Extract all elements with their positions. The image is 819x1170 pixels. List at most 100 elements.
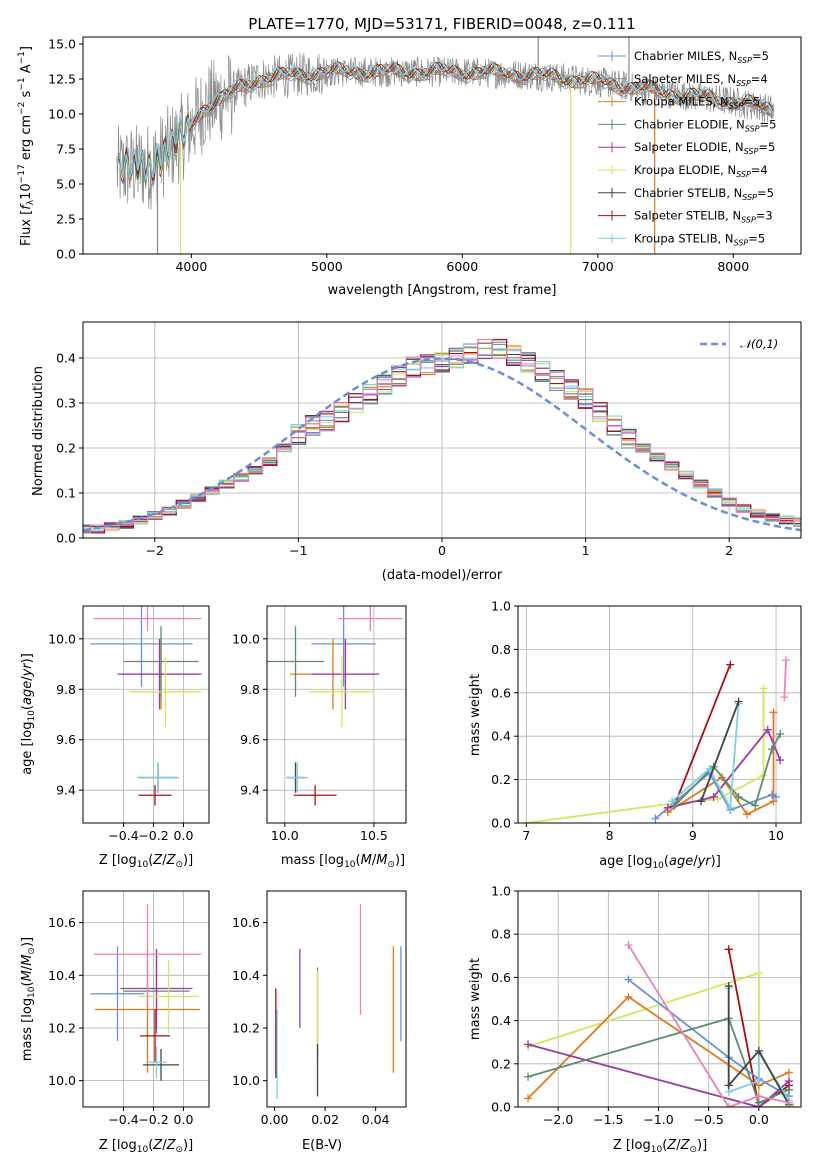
weight-point-marker: [754, 1092, 763, 1101]
weight-series-line: [527, 1017, 790, 1104]
z_mass-ytick-label: 10.0: [48, 1073, 76, 1088]
mass_age-marks: [267, 606, 403, 806]
weight-point-marker: [789, 1103, 798, 1107]
age_weight-xtick-label: 10: [768, 828, 784, 843]
z-age-xlabel: Z [log10(Z/Z⊙)]: [99, 853, 193, 870]
z_age-marks: [90, 606, 202, 806]
weight-series-line: [727, 986, 790, 1106]
residuals-ytick-label: 0.4: [56, 351, 76, 366]
age-weight-ylabel: mass weight: [468, 674, 483, 756]
weight-series-line: [671, 703, 740, 811]
z_weight-ytick-label: 1.0: [491, 884, 511, 899]
z_weight-frame: [517, 890, 802, 1108]
ebv_mass-frame: [266, 890, 407, 1108]
z_age-xtick-label: −0.2: [138, 828, 168, 843]
histogram-step-line: [83, 339, 801, 534]
age_weight-ytick-label: 0.6: [491, 685, 511, 700]
weight-point-marker: [667, 797, 676, 806]
weight-point-marker: [524, 1072, 533, 1081]
legend-label: Salpeter ELODIE, NSSP=5: [634, 140, 775, 156]
z-weight-panel: −2.0 −1.5 −1.0 −0.5 0.0 0.0 0.2 0.4 0.6 0.8 1.0 Z …: [468, 884, 802, 1155]
spectrum-ytick-label: 5.0: [56, 177, 76, 192]
figure-title: PLATE=1770, MJD=53171, FIBERID=0048, z=0…: [248, 15, 635, 33]
z-weight-xlabel: Z [log10(Z/Z⊙)]: [613, 1138, 707, 1155]
age_weight-marks: [522, 656, 791, 823]
legend-label: Chabrier STELIB, NSSP=5: [634, 186, 774, 202]
weight-point-marker: [763, 725, 772, 734]
z_age-xtick-label: −0.4: [108, 828, 138, 843]
mass_age-ytick-label: 9.6: [240, 732, 260, 747]
spectrum-xtick-label: 8000: [717, 259, 749, 274]
legend-label: Salpeter MILES, NSSP=4: [634, 72, 768, 88]
spectrum-xtick-label: 7000: [582, 259, 614, 274]
z_weight-ytick-label: 0.4: [491, 1013, 511, 1028]
legend-label: Chabrier MILES, NSSP=5: [634, 49, 769, 65]
age_weight-ytick-label: 0.2: [491, 772, 511, 787]
ebv_mass-ytick-label: 10.0: [232, 1073, 260, 1088]
weight-point-marker: [713, 795, 722, 804]
z_weight-ytick-label: 0.6: [491, 970, 511, 985]
z_mass-ytick-label: 10.2: [48, 1020, 76, 1035]
weight-series-line: [627, 944, 790, 1107]
age_weight-xtick-label: 8: [606, 828, 614, 843]
weight-point-marker: [767, 745, 776, 754]
spectrum-legend: Chabrier MILES, NSSP=5 Salpeter MILES, NS…: [598, 49, 776, 247]
mass_age-ytick-label: 10.0: [232, 631, 260, 646]
z_weight-xtick-label: −1.5: [593, 1112, 623, 1127]
residuals-xtick-label: 0: [438, 543, 446, 558]
spectrum-ytick-label: 0.0: [56, 247, 76, 262]
age_weight-xtick-label: 9: [689, 828, 697, 843]
mass_age-ytick-label: 9.8: [240, 682, 260, 697]
weight-point-marker: [524, 1040, 533, 1049]
weight-point-marker: [769, 797, 778, 806]
legend-label: Kroupa ELODIE, NSSP=4: [634, 163, 768, 179]
spectrum-ytick-label: 2.5: [56, 212, 76, 227]
z_weight-xtick-label: −2.0: [543, 1112, 573, 1127]
spectrum-ytick-label: 15.0: [48, 37, 76, 52]
weight-point-marker: [754, 1077, 763, 1086]
weight-series-line: [783, 660, 787, 698]
z_weight-ytick-label: 0.2: [491, 1056, 511, 1071]
z_mass-xtick-label: 0.0: [174, 1112, 194, 1127]
weight-point-marker: [524, 1094, 533, 1103]
z_mass-marks: [90, 904, 202, 1081]
z_weight-marks: [524, 941, 798, 1107]
weight-point-marker: [724, 1081, 733, 1090]
spectrum-panel: 4000 5000 6000 7000 8000 0.0 2.5 5.0 7.5 10.0 12.5…: [17, 36, 802, 298]
z-mass-ylabel: mass [log10(M/M⊙)]: [20, 937, 37, 1061]
spectrum-ytick-label: 10.0: [48, 107, 76, 122]
spectrum-plot: 4000 5000 6000 7000 8000 0.0 2.5 5.0 7.5 10.0 12.5…: [48, 36, 802, 274]
weight-point-marker: [776, 756, 785, 765]
ebv_mass-ytick-label: 10.2: [232, 1020, 260, 1035]
z_mass-frame: [82, 890, 210, 1108]
residuals-legend: 𝒩(0,1): [700, 337, 778, 351]
weight-series-line: [673, 733, 781, 807]
mass-age-plot: 10.0 10.5 9.4 9.6 9.8 10.0: [232, 605, 407, 843]
residuals-ylabel: Normed distribution: [31, 366, 46, 496]
residuals-panel: −2 −1 0 1 2 0.0 0.1 0.2 0.3 0.4 (data-model)/erro…: [31, 321, 802, 583]
age_weight-ytick-label: 0.8: [491, 642, 511, 657]
z_weight-ytick-label: 0.8: [491, 927, 511, 942]
weight-point-marker: [784, 1085, 793, 1094]
z-weight-plot: −2.0 −1.5 −1.0 −0.5 0.0 0.0 0.2 0.4 0.6 0.8 1.0: [491, 884, 802, 1127]
spectrum-ytick-label: 7.5: [56, 142, 76, 157]
residuals-xtick-label: 2: [725, 543, 733, 558]
weight-point-marker: [697, 797, 706, 806]
residuals-ytick-label: 0.1: [56, 486, 76, 501]
age-weight-xlabel: age [log10(age/yr)]: [599, 854, 721, 871]
z_mass-xtick-label: −0.4: [108, 1112, 138, 1127]
weight-point-marker: [784, 1068, 793, 1077]
weight-point-marker: [724, 945, 733, 954]
gaussian-curve: [83, 357, 801, 532]
residuals-plot: −2 −1 0 1 2 0.0 0.1 0.2 0.3 0.4: [56, 321, 802, 558]
z_mass-xtick-label: −0.2: [138, 1112, 168, 1127]
z_weight-xtick-label: −0.5: [693, 1112, 723, 1127]
age_weight-xtick-label: 7: [522, 828, 530, 843]
gaussian-legend-label: 𝒩(0,1): [740, 337, 778, 351]
z-weight-ylabel: mass weight: [468, 958, 483, 1040]
weight-point-marker: [784, 1098, 793, 1107]
residuals-ytick-label: 0.2: [56, 441, 76, 456]
z-age-panel: −0.4 −0.2 0.0 9.4 9.6 9.8 10.0 Z [log10(Z/Z⊙)]…: [20, 605, 210, 870]
weight-point-marker: [705, 764, 714, 773]
weight-point-marker: [784, 1077, 793, 1086]
